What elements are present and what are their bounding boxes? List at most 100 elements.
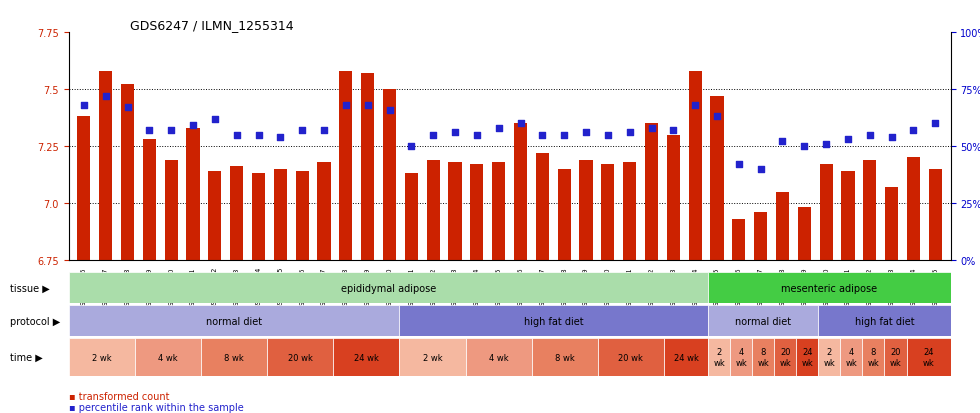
Bar [906, 158, 920, 260]
Text: epididymal adipose: epididymal adipose [341, 283, 436, 293]
Point [120, 105, 135, 112]
Point [207, 116, 222, 123]
Bar [710, 97, 723, 260]
Point [534, 132, 550, 139]
Point [491, 125, 507, 132]
Bar [209, 172, 221, 260]
Point [164, 128, 179, 134]
Point [360, 102, 375, 109]
Point [404, 143, 419, 150]
Bar [339, 71, 353, 260]
Point [557, 132, 572, 139]
Point [185, 123, 201, 130]
Text: 24 wk: 24 wk [673, 353, 699, 362]
Text: protocol ▶: protocol ▶ [10, 316, 60, 326]
Point [797, 143, 812, 150]
FancyBboxPatch shape [531, 339, 598, 376]
Bar [732, 219, 746, 260]
FancyBboxPatch shape [796, 339, 818, 376]
Text: 2
wk: 2 wk [823, 348, 835, 367]
Bar [536, 154, 549, 260]
Text: time ▶: time ▶ [10, 352, 42, 362]
Point [294, 128, 310, 134]
FancyBboxPatch shape [69, 273, 709, 304]
FancyBboxPatch shape [753, 339, 774, 376]
Text: normal diet: normal diet [206, 316, 262, 326]
Text: 24 wk: 24 wk [354, 353, 378, 362]
FancyBboxPatch shape [201, 339, 267, 376]
FancyBboxPatch shape [818, 339, 841, 376]
Text: 20 wk: 20 wk [618, 353, 643, 362]
Text: 4 wk: 4 wk [158, 353, 177, 362]
FancyBboxPatch shape [400, 306, 709, 337]
Point [818, 141, 834, 148]
Bar [755, 212, 767, 260]
Text: 4 wk: 4 wk [489, 353, 509, 362]
Text: GDS6247 / ILMN_1255314: GDS6247 / ILMN_1255314 [130, 19, 294, 32]
FancyBboxPatch shape [664, 339, 709, 376]
Text: high fat diet: high fat diet [524, 316, 583, 326]
FancyBboxPatch shape [709, 273, 951, 304]
Bar [842, 172, 855, 260]
Point [272, 134, 288, 141]
FancyBboxPatch shape [134, 339, 201, 376]
Point [840, 136, 856, 143]
Text: 20
wk: 20 wk [890, 348, 902, 367]
Text: 4
wk: 4 wk [735, 348, 747, 367]
Point [687, 102, 703, 109]
Bar [819, 165, 833, 260]
Point [251, 132, 267, 139]
Point [906, 128, 921, 134]
Bar [273, 169, 287, 260]
Bar [470, 165, 483, 260]
Bar [405, 174, 417, 260]
Text: 2 wk: 2 wk [92, 353, 112, 362]
Point [753, 166, 768, 173]
Point [622, 130, 638, 136]
Bar [362, 74, 374, 260]
FancyBboxPatch shape [906, 339, 951, 376]
Text: 4
wk: 4 wk [846, 348, 858, 367]
Text: 24
wk: 24 wk [802, 348, 813, 367]
Bar [602, 165, 614, 260]
Point [317, 128, 332, 134]
Text: ▪ transformed count: ▪ transformed count [69, 392, 170, 401]
Bar [230, 167, 243, 260]
Text: tissue ▶: tissue ▶ [10, 283, 50, 293]
Point [469, 132, 485, 139]
Bar [252, 174, 265, 260]
Point [513, 121, 528, 127]
Text: 2
wk: 2 wk [713, 348, 725, 367]
Bar [863, 160, 876, 260]
Text: 8
wk: 8 wk [867, 348, 879, 367]
FancyBboxPatch shape [267, 339, 333, 376]
FancyBboxPatch shape [841, 339, 862, 376]
Point [927, 121, 943, 127]
Point [578, 130, 594, 136]
Text: ▪ percentile rank within the sample: ▪ percentile rank within the sample [69, 402, 243, 412]
Point [425, 132, 441, 139]
Bar [383, 90, 396, 260]
Bar [579, 160, 593, 260]
Text: 2 wk: 2 wk [422, 353, 442, 362]
Point [447, 130, 463, 136]
FancyBboxPatch shape [818, 306, 951, 337]
Bar [558, 169, 570, 260]
Bar [318, 162, 330, 260]
Bar [514, 124, 527, 260]
Bar [776, 192, 789, 260]
Text: 20
wk: 20 wk [779, 348, 791, 367]
Bar [426, 160, 440, 260]
Bar [77, 117, 90, 260]
FancyBboxPatch shape [400, 339, 466, 376]
Text: high fat diet: high fat diet [855, 316, 914, 326]
Point [229, 132, 245, 139]
Bar [492, 162, 506, 260]
Point [98, 93, 114, 100]
Text: 20 wk: 20 wk [288, 353, 313, 362]
Bar [143, 140, 156, 260]
Point [710, 114, 725, 121]
Point [665, 128, 681, 134]
Point [644, 125, 660, 132]
FancyBboxPatch shape [885, 339, 907, 376]
